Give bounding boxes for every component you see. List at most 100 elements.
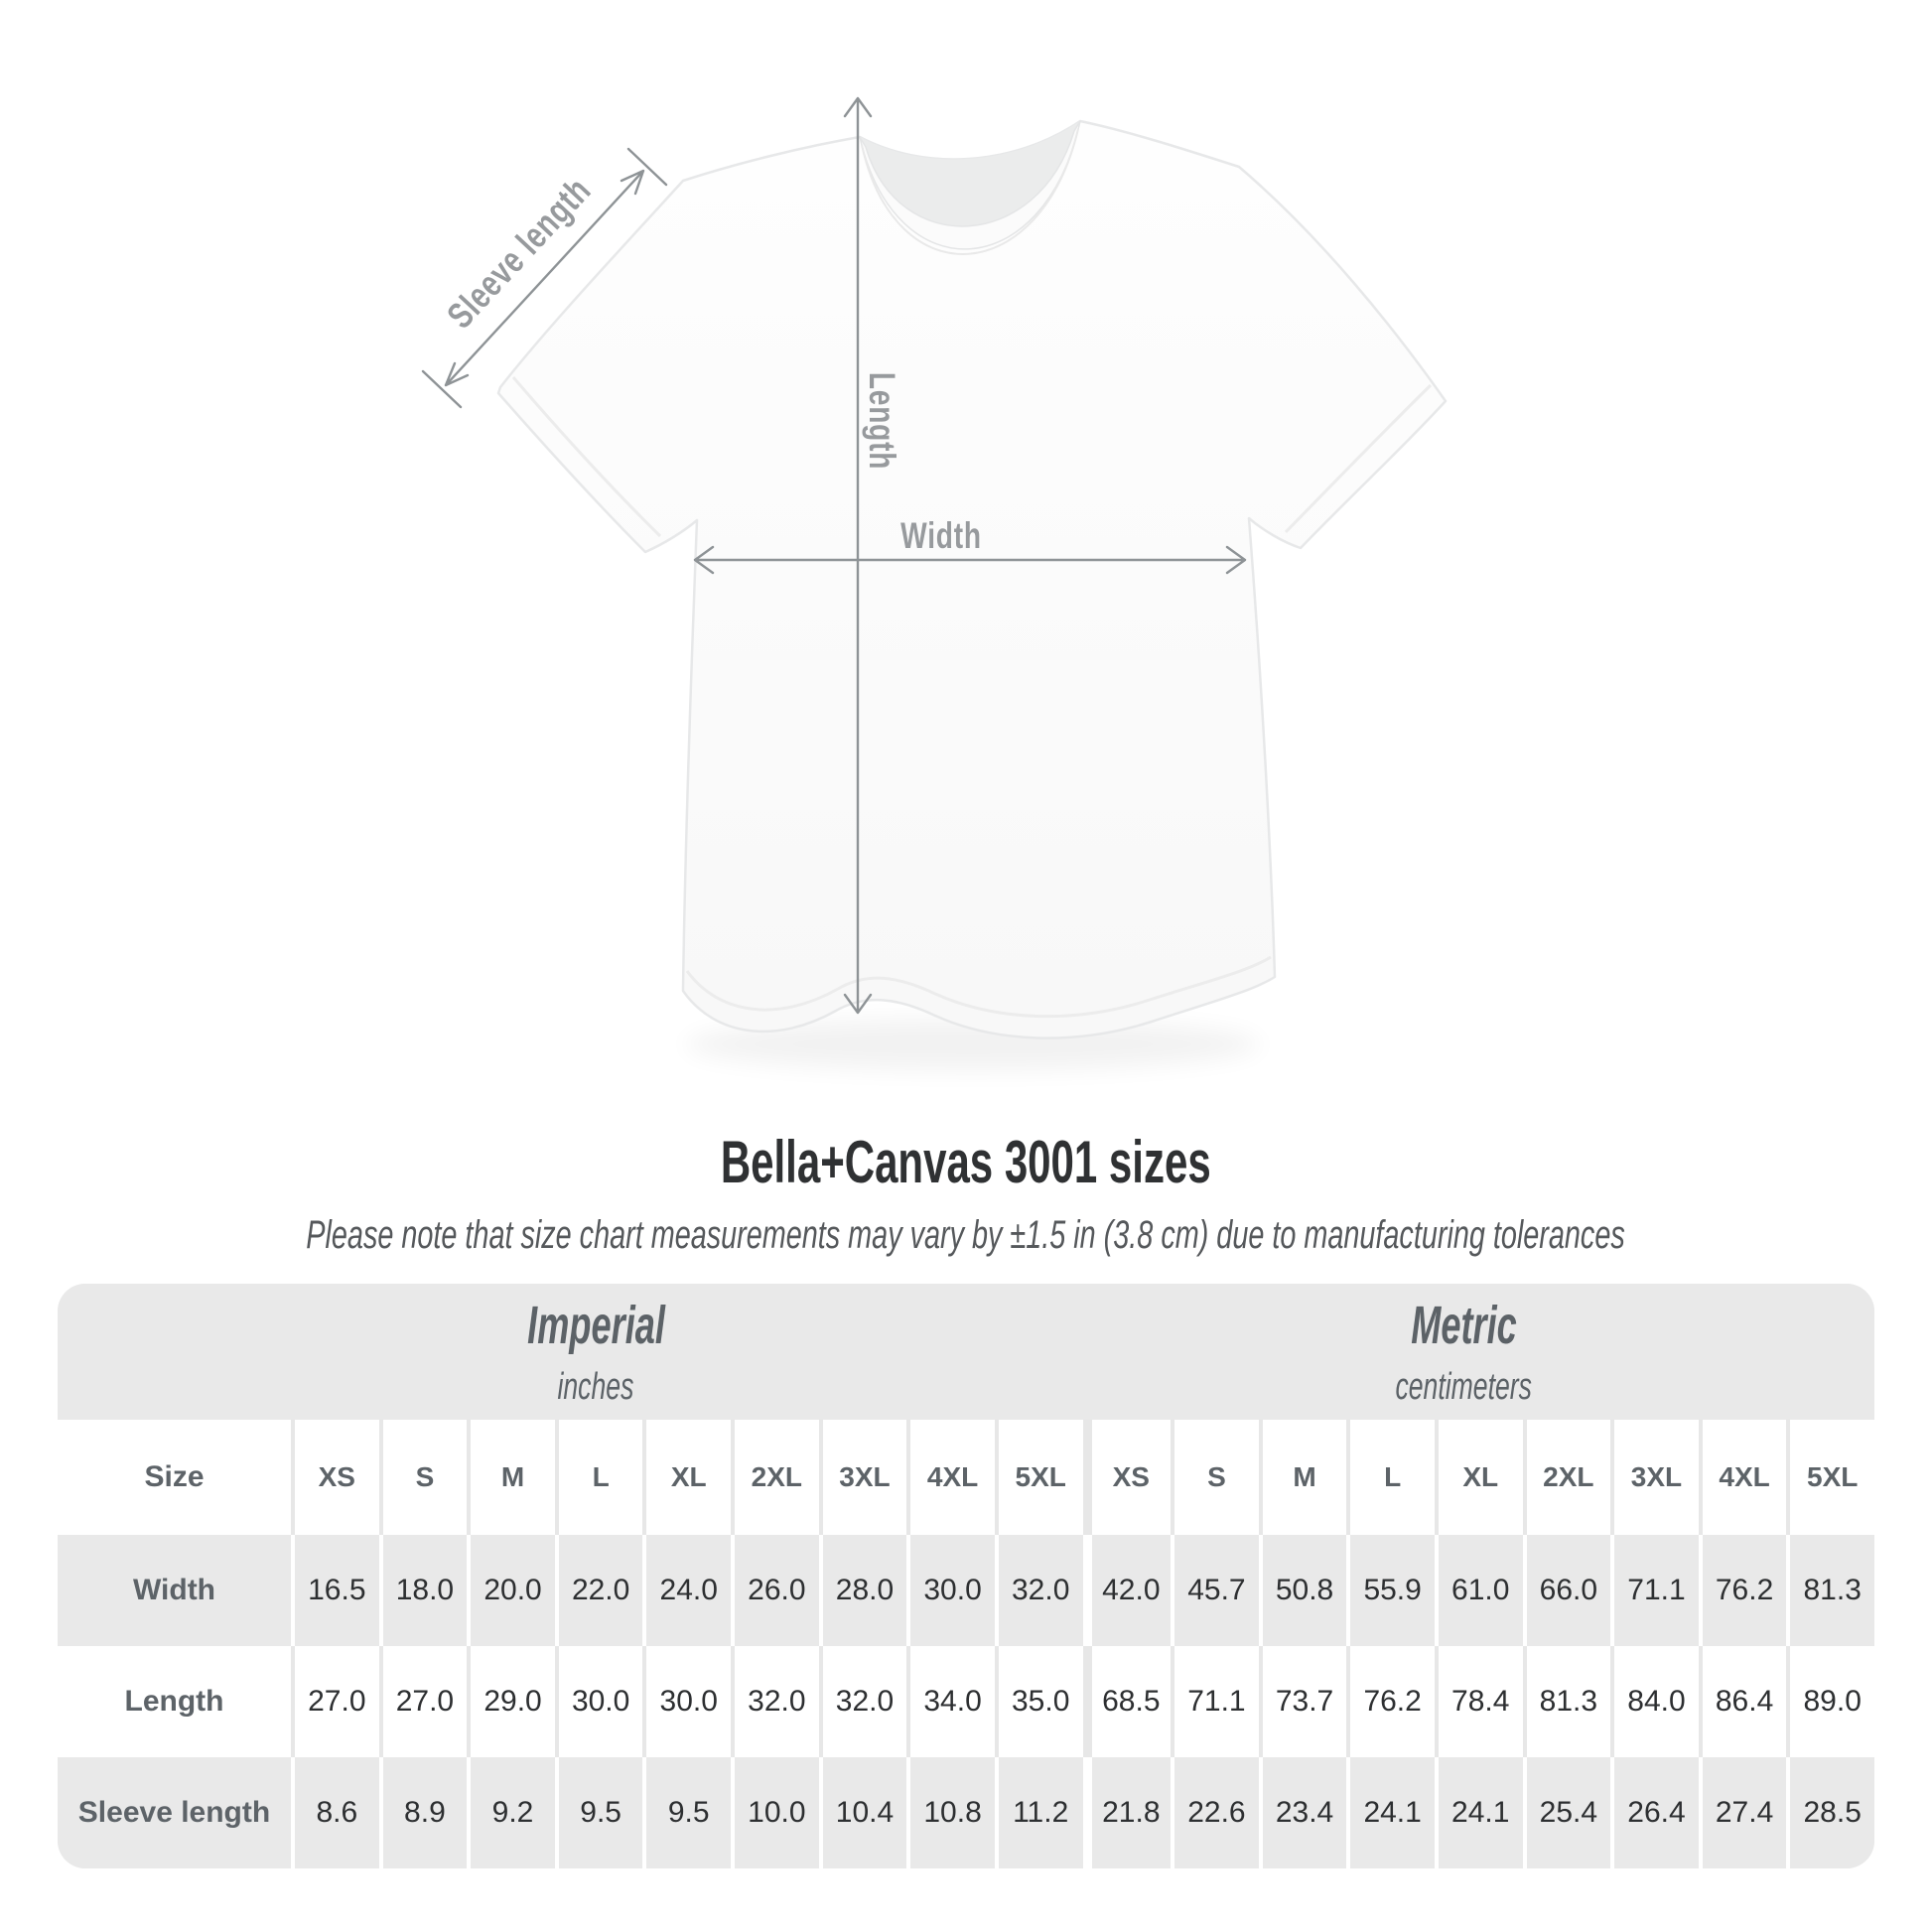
width-metric-s: 45.7 <box>1171 1535 1259 1646</box>
sleeve-metric-xl: 24.1 <box>1434 1757 1523 1868</box>
sleeve-imperial-xs: 8.6 <box>291 1757 379 1868</box>
neck-opening <box>860 121 1080 226</box>
size-col-header-metric-5xl: 5XL <box>1786 1420 1874 1535</box>
width-metric-3xl: 71.1 <box>1610 1535 1699 1646</box>
size-col-header-metric-m: M <box>1258 1420 1347 1535</box>
size-col-header-metric-4xl: 4XL <box>1698 1420 1787 1535</box>
tshirt-body <box>496 119 1448 1039</box>
tolerance-note: Please note that size chart measurements… <box>0 1213 1932 1258</box>
sleeve-imperial-3xl: 10.4 <box>818 1757 907 1868</box>
length-metric-s: 71.1 <box>1171 1646 1259 1757</box>
collar-seam <box>861 128 1079 255</box>
length-imperial-5xl: 35.0 <box>994 1646 1083 1757</box>
tshirt-illustration <box>421 96 1448 1070</box>
width-metric-5xl: 81.3 <box>1786 1535 1874 1646</box>
width-metric-2xl: 66.0 <box>1522 1535 1611 1646</box>
length-imperial-4xl: 34.0 <box>906 1646 995 1757</box>
size-header-label: Size <box>58 1420 291 1535</box>
page-title-text: Bella+Canvas 3001 sizes <box>721 1129 1211 1195</box>
sleeve-imperial-m: 9.2 <box>467 1757 555 1868</box>
width-imperial-5xl: 32.0 <box>994 1535 1083 1646</box>
width-arrow <box>693 545 1247 575</box>
width-dimension-label: Width <box>900 515 982 556</box>
width-imperial-m: 20.0 <box>467 1535 555 1646</box>
length-metric-xl: 78.4 <box>1434 1646 1523 1757</box>
page-title: Bella+Canvas 3001 sizes <box>0 1128 1932 1196</box>
length-metric-l: 76.2 <box>1346 1646 1435 1757</box>
size-col-header-imperial-s: S <box>378 1420 468 1535</box>
width-metric-4xl: 76.2 <box>1698 1535 1787 1646</box>
length-metric-3xl: 84.0 <box>1610 1646 1699 1757</box>
size-col-header-imperial-4xl: 4XL <box>906 1420 995 1535</box>
sleeve-metric-m: 23.4 <box>1258 1757 1347 1868</box>
length-imperial-l: 30.0 <box>554 1646 643 1757</box>
length-imperial-2xl: 32.0 <box>731 1646 819 1757</box>
length-row-label: Length <box>58 1646 291 1757</box>
imperial-group-unit: inches <box>557 1366 634 1408</box>
metric-group-header: Metric centimeters <box>1082 1284 1874 1420</box>
length-dimension-label: Length <box>862 371 902 471</box>
size-col-header-imperial-2xl: 2XL <box>731 1420 819 1535</box>
length-imperial-xl: 30.0 <box>642 1646 732 1757</box>
length-metric-xs: 68.5 <box>1082 1646 1172 1757</box>
right-sleeve-cuff-line <box>1284 383 1433 534</box>
metric-group-unit: centimeters <box>1395 1366 1532 1408</box>
width-imperial-xs: 16.5 <box>291 1535 379 1646</box>
width-row-label: Width <box>58 1535 291 1646</box>
size-col-header-imperial-xl: XL <box>642 1420 732 1535</box>
sleeve-imperial-4xl: 10.8 <box>906 1757 995 1868</box>
width-imperial-s: 18.0 <box>378 1535 468 1646</box>
length-imperial-s: 27.0 <box>378 1646 468 1757</box>
width-imperial-xl: 24.0 <box>642 1535 732 1646</box>
imperial-group-header: Imperial inches <box>58 1284 1083 1420</box>
sleeve-metric-4xl: 27.4 <box>1698 1757 1787 1868</box>
tolerance-note-text: Please note that size chart measurements… <box>306 1213 1626 1257</box>
sleeve-metric-s: 22.6 <box>1171 1757 1259 1868</box>
size-col-header-metric-2xl: 2XL <box>1522 1420 1611 1535</box>
sleeve-metric-5xl: 28.5 <box>1786 1757 1874 1868</box>
length-metric-5xl: 89.0 <box>1786 1646 1874 1757</box>
sleeve-imperial-5xl: 11.2 <box>994 1757 1083 1868</box>
size-col-header-imperial-l: L <box>554 1420 643 1535</box>
size-col-header-imperial-xs: XS <box>291 1420 379 1535</box>
dimension-arrows <box>421 96 1247 1015</box>
size-col-header-metric-l: L <box>1346 1420 1435 1535</box>
sleeve-imperial-2xl: 10.0 <box>731 1757 819 1868</box>
width-imperial-3xl: 28.0 <box>818 1535 907 1646</box>
width-metric-xl: 61.0 <box>1434 1535 1523 1646</box>
imperial-group-name: Imperial <box>526 1296 665 1355</box>
metric-group-name: Metric <box>1410 1296 1517 1355</box>
width-imperial-4xl: 30.0 <box>906 1535 995 1646</box>
width-imperial-2xl: 26.0 <box>731 1535 819 1646</box>
length-arrow <box>843 96 873 1015</box>
length-metric-m: 73.7 <box>1258 1646 1347 1757</box>
length-imperial-m: 29.0 <box>467 1646 555 1757</box>
width-metric-xs: 42.0 <box>1082 1535 1172 1646</box>
length-imperial-3xl: 32.0 <box>818 1646 907 1757</box>
length-imperial-xs: 27.0 <box>291 1646 379 1757</box>
sleeve-length-row-label: Sleeve length <box>58 1757 291 1868</box>
size-col-header-metric-xs: XS <box>1082 1420 1172 1535</box>
size-table: Imperial inches Metric centimeters Size … <box>58 1284 1874 1868</box>
length-metric-2xl: 81.3 <box>1522 1646 1611 1757</box>
sleeve-metric-2xl: 25.4 <box>1522 1757 1611 1868</box>
width-metric-m: 50.8 <box>1258 1535 1347 1646</box>
bottom-hem-seam <box>685 955 1272 1019</box>
sleeve-metric-l: 24.1 <box>1346 1757 1435 1868</box>
length-metric-4xl: 86.4 <box>1698 1646 1787 1757</box>
size-col-header-imperial-5xl: 5XL <box>994 1420 1083 1535</box>
sleeve-imperial-s: 8.9 <box>378 1757 468 1868</box>
size-col-header-metric-xl: XL <box>1434 1420 1523 1535</box>
size-col-header-imperial-m: M <box>467 1420 555 1535</box>
left-sleeve-cuff-line <box>511 376 662 538</box>
sleeve-imperial-xl: 9.5 <box>642 1757 732 1868</box>
sleeve-length-arrow <box>421 147 668 409</box>
size-col-header-metric-3xl: 3XL <box>1610 1420 1699 1535</box>
sleeve-metric-xs: 21.8 <box>1082 1757 1172 1868</box>
sleeve-metric-3xl: 26.4 <box>1610 1757 1699 1868</box>
sleeve-imperial-l: 9.5 <box>554 1757 643 1868</box>
size-col-header-metric-s: S <box>1171 1420 1259 1535</box>
width-metric-l: 55.9 <box>1346 1535 1435 1646</box>
size-col-header-imperial-3xl: 3XL <box>818 1420 907 1535</box>
